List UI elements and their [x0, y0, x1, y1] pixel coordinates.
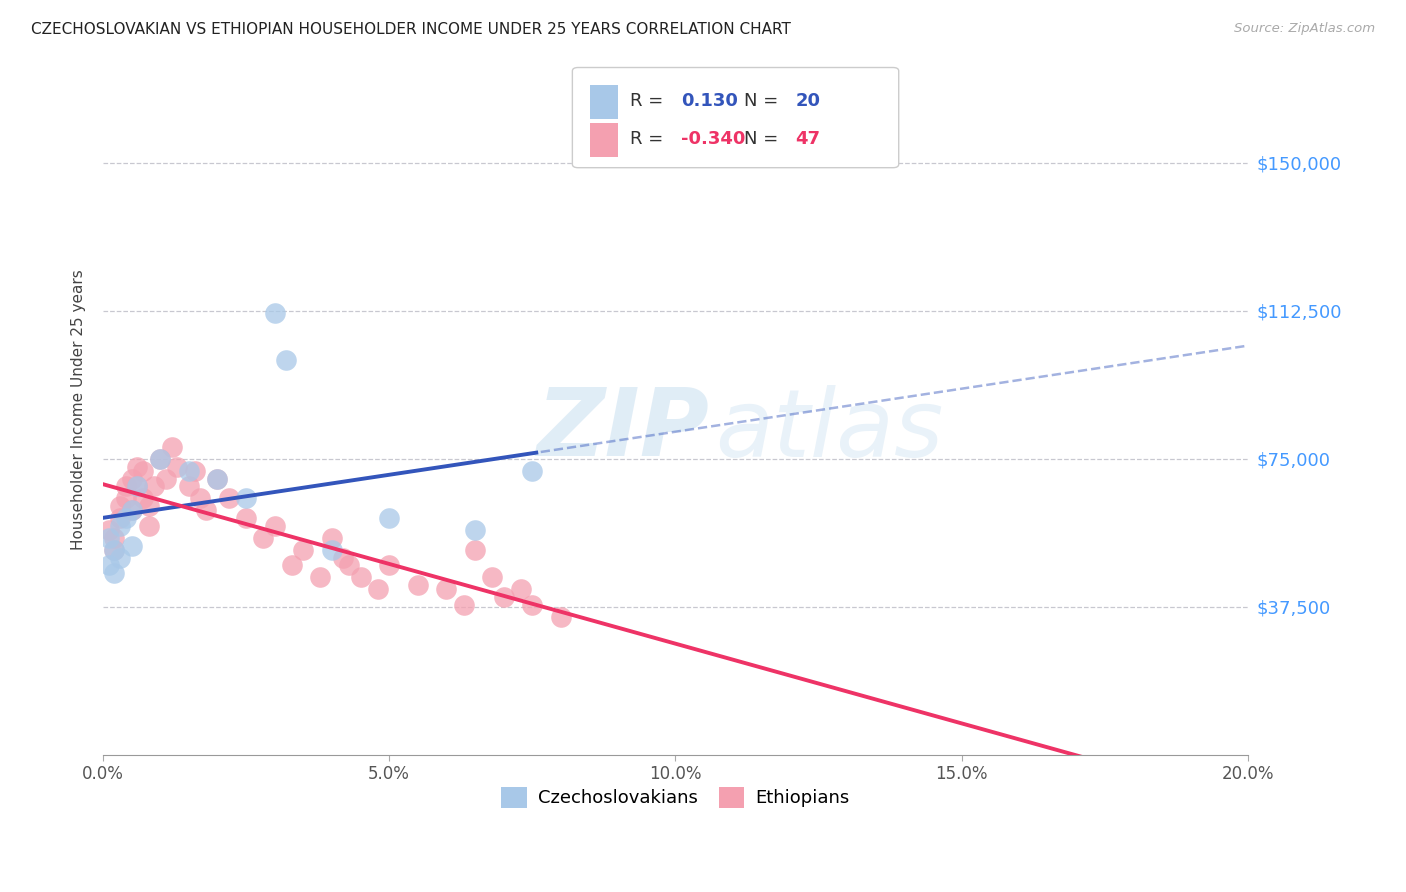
Point	[481, 570, 503, 584]
Point	[218, 491, 240, 506]
Point	[97, 558, 120, 573]
Point	[166, 459, 188, 474]
Text: R =: R =	[630, 129, 662, 148]
Point	[132, 464, 155, 478]
Point	[194, 503, 217, 517]
Point	[160, 440, 183, 454]
Point	[235, 491, 257, 506]
Point	[183, 464, 205, 478]
Point	[252, 531, 274, 545]
Point	[207, 472, 229, 486]
Point	[114, 491, 136, 506]
Point	[177, 479, 200, 493]
Point	[436, 582, 458, 596]
FancyBboxPatch shape	[572, 68, 898, 168]
Point	[464, 523, 486, 537]
Point	[550, 609, 572, 624]
Point	[127, 479, 149, 493]
Point	[522, 598, 544, 612]
Point	[121, 472, 143, 486]
FancyBboxPatch shape	[589, 123, 619, 157]
Point	[263, 306, 285, 320]
Point	[292, 542, 315, 557]
FancyBboxPatch shape	[589, 85, 619, 120]
Text: 20: 20	[796, 92, 821, 110]
Point	[108, 519, 131, 533]
Point	[149, 451, 172, 466]
Point	[149, 451, 172, 466]
Point	[337, 558, 360, 573]
Point	[108, 499, 131, 513]
Point	[367, 582, 389, 596]
Point	[492, 590, 515, 604]
Point	[281, 558, 304, 573]
Point	[464, 542, 486, 557]
Legend: Czechoslovakians, Ethiopians: Czechoslovakians, Ethiopians	[494, 780, 856, 815]
Point	[509, 582, 531, 596]
Text: 0.130: 0.130	[681, 92, 738, 110]
Point	[121, 503, 143, 517]
Point	[138, 499, 160, 513]
Point	[207, 472, 229, 486]
Text: N =: N =	[744, 129, 779, 148]
Point	[235, 511, 257, 525]
Point	[103, 542, 125, 557]
Point	[97, 531, 120, 545]
Point	[127, 459, 149, 474]
Point	[321, 542, 343, 557]
Text: N =: N =	[744, 92, 779, 110]
Point	[349, 570, 371, 584]
Point	[378, 558, 401, 573]
Point	[406, 578, 429, 592]
Point	[108, 511, 131, 525]
Point	[263, 519, 285, 533]
Point	[188, 491, 211, 506]
Point	[114, 479, 136, 493]
Point	[121, 503, 143, 517]
Point	[155, 472, 177, 486]
Text: R =: R =	[630, 92, 662, 110]
Point	[453, 598, 475, 612]
Text: CZECHOSLOVAKIAN VS ETHIOPIAN HOUSEHOLDER INCOME UNDER 25 YEARS CORRELATION CHART: CZECHOSLOVAKIAN VS ETHIOPIAN HOUSEHOLDER…	[31, 22, 790, 37]
Text: atlas: atlas	[716, 384, 943, 475]
Point	[274, 353, 297, 368]
Text: ZIP: ZIP	[537, 384, 710, 476]
Text: 47: 47	[796, 129, 821, 148]
Point	[332, 550, 354, 565]
Point	[127, 479, 149, 493]
Point	[97, 523, 120, 537]
Text: Source: ZipAtlas.com: Source: ZipAtlas.com	[1234, 22, 1375, 36]
Point	[138, 519, 160, 533]
Point	[108, 550, 131, 565]
Point	[378, 511, 401, 525]
Point	[522, 464, 544, 478]
Point	[121, 539, 143, 553]
Point	[143, 479, 166, 493]
Y-axis label: Householder Income Under 25 years: Householder Income Under 25 years	[72, 269, 86, 549]
Text: -0.340: -0.340	[681, 129, 745, 148]
Point	[132, 491, 155, 506]
Point	[309, 570, 332, 584]
Point	[321, 531, 343, 545]
Point	[114, 511, 136, 525]
Point	[177, 464, 200, 478]
Point	[103, 542, 125, 557]
Point	[103, 531, 125, 545]
Point	[103, 566, 125, 581]
